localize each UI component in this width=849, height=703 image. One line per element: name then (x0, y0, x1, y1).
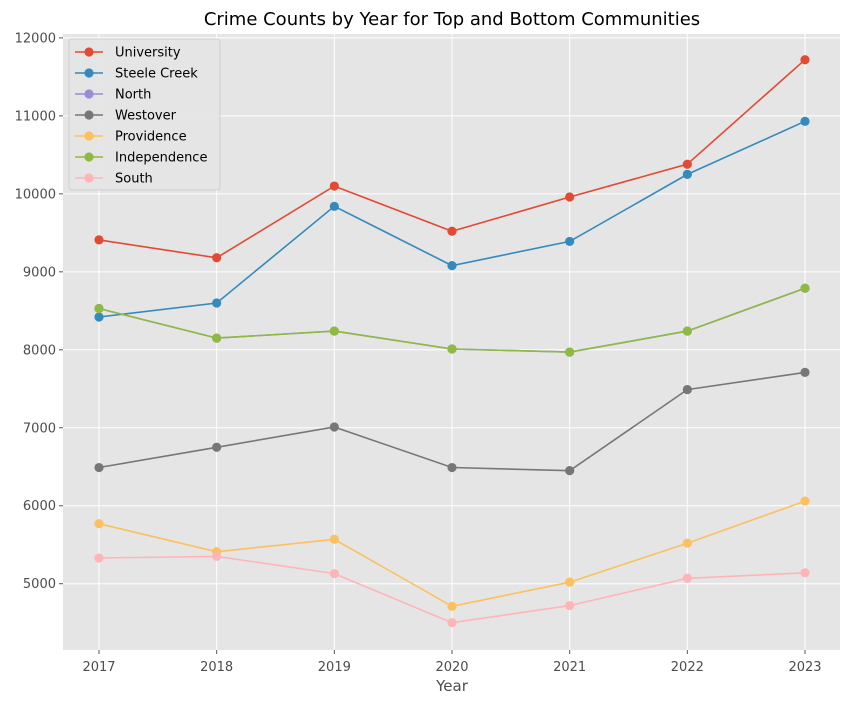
y-tick-label: 6000 (23, 499, 56, 514)
legend-label: Steele Creek (115, 67, 198, 82)
data-point-university (682, 159, 692, 169)
y-tick-label: 7000 (23, 421, 56, 436)
data-point-steele-creek (212, 298, 222, 308)
series-steele-creek (94, 116, 810, 322)
data-point-south (447, 618, 457, 628)
x-tick-label: 2021 (553, 660, 586, 675)
data-point-independence (800, 283, 810, 293)
data-point-westover (800, 367, 810, 378)
data-point-westover (447, 462, 457, 473)
data-point-university (447, 226, 457, 236)
data-point-steele-creek (565, 236, 575, 247)
data-point-steele-creek (329, 201, 339, 211)
legend-marker (84, 173, 94, 183)
y-tick-label: 5000 (23, 577, 56, 592)
legend-item-westover: Westover (75, 109, 177, 124)
data-point-westover (682, 384, 692, 395)
legend-item-independence: Independence (75, 151, 207, 166)
legend-label: North (115, 88, 151, 103)
data-point-independence (565, 347, 575, 357)
series-university (94, 55, 810, 263)
legend-marker (84, 47, 94, 57)
data-point-steele-creek (800, 116, 810, 126)
legend-item-providence: Providence (75, 130, 187, 145)
data-point-south (565, 600, 575, 611)
data-point-westover (94, 462, 104, 473)
legend: University Steele Creek North Westover Provi… (68, 38, 221, 191)
data-point-providence (800, 496, 810, 506)
data-point-providence (682, 538, 692, 548)
data-point-independence (682, 326, 692, 336)
x-tick-label: 2020 (435, 660, 468, 675)
legend-marker (84, 68, 94, 78)
x-tick-label: 2022 (671, 660, 704, 675)
legend-marker (84, 110, 94, 120)
series-westover (94, 367, 810, 476)
legend-label: South (115, 172, 153, 187)
data-point-providence (94, 519, 104, 529)
series-layer (94, 55, 810, 628)
legend-label: Providence (115, 130, 187, 145)
data-point-westover (565, 466, 575, 476)
data-point-steele-creek (682, 169, 692, 179)
y-tick-label: 12000 (15, 31, 56, 46)
x-tick-label: 2023 (788, 660, 821, 675)
x-tick-label: 2017 (82, 660, 115, 675)
legend-item-north: North (75, 88, 151, 103)
data-point-south (94, 553, 104, 563)
chart-title: Crime Counts by Year for Top and Bottom … (204, 9, 700, 30)
legend-label: Westover (115, 109, 177, 124)
legend-item-steele-creek: Steele Creek (75, 67, 198, 82)
data-point-university (800, 55, 810, 65)
data-point-steele-creek (94, 312, 104, 322)
data-point-independence (212, 333, 222, 343)
data-point-south (329, 568, 339, 579)
data-point-westover (212, 442, 222, 452)
data-point-providence (329, 534, 339, 544)
x-axis-ticks: 2017 2018 2019 2020 2021 2022 2023 (82, 650, 822, 675)
y-tick-label: 10000 (15, 187, 56, 202)
data-point-steele-creek (447, 260, 457, 271)
data-point-providence (447, 601, 457, 611)
data-point-university (212, 253, 222, 263)
series-independence (94, 283, 810, 357)
data-point-westover (329, 422, 339, 432)
legend-label: Independence (115, 151, 207, 166)
legend-item-university: University (75, 46, 181, 61)
legend-box (68, 38, 221, 191)
x-axis-label: Year (435, 677, 469, 695)
data-point-university (94, 235, 104, 245)
data-point-providence (565, 577, 575, 587)
legend-label: University (115, 46, 181, 61)
data-point-independence (94, 303, 104, 314)
y-axis-ticks: 5000 6000 7000 8000 9000 10000 11000 12000 (15, 31, 63, 592)
data-point-independence (329, 326, 339, 336)
data-point-university (329, 181, 339, 191)
legend-item-south: South (75, 172, 153, 187)
legend-marker (84, 131, 94, 141)
legend-marker (84, 152, 94, 162)
x-tick-label: 2019 (318, 660, 351, 675)
x-tick-label: 2018 (200, 660, 233, 675)
legend-marker (84, 89, 94, 99)
data-point-south (682, 573, 692, 583)
y-tick-label: 8000 (23, 343, 56, 358)
series-south (94, 551, 810, 628)
y-tick-label: 11000 (15, 109, 56, 124)
data-point-university (565, 192, 575, 202)
y-tick-label: 9000 (23, 265, 56, 280)
data-point-south (212, 551, 222, 562)
data-point-independence (447, 344, 457, 354)
data-point-south (800, 568, 810, 578)
